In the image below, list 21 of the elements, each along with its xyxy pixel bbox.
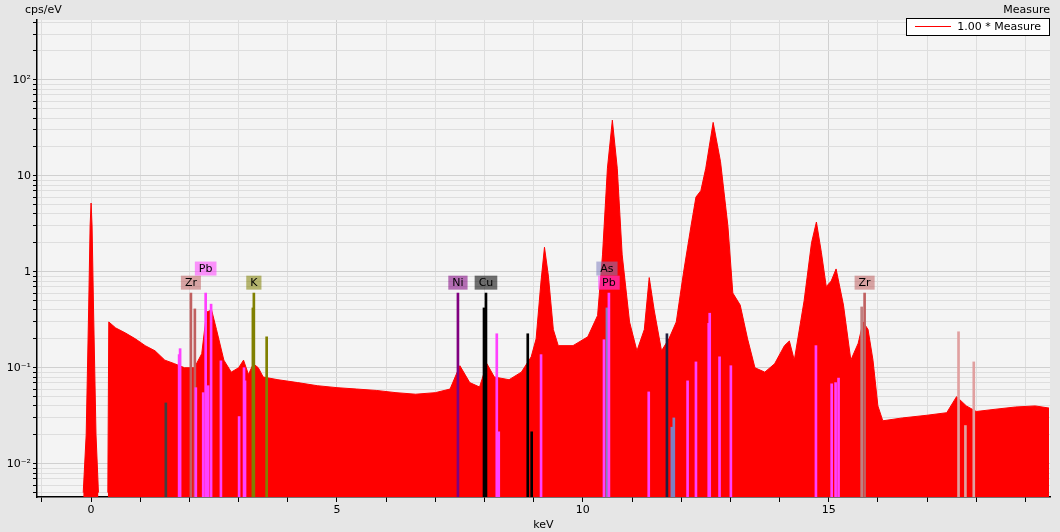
annotation: K [250, 276, 259, 290]
annotation: Zr [858, 276, 872, 290]
annotation: Cu [478, 276, 494, 290]
annotation: Zr [184, 276, 198, 290]
annotation: As [600, 261, 614, 275]
y-axis-title: cps/eV [25, 3, 62, 16]
annotation: Ni [452, 276, 464, 290]
y-tick-label: 10² [12, 72, 31, 86]
x-tick-label: 0 [87, 503, 95, 517]
y-tick-label: 10⁻² [6, 456, 31, 470]
y-tick-label: 10⁻¹ [6, 360, 31, 374]
x-axis-title: keV [533, 518, 555, 532]
x-tick-label: 15 [821, 503, 836, 517]
legend-title: Measure [1003, 3, 1050, 16]
legend-label: 1.00 * Measure [957, 20, 1041, 33]
x-tick-label: 5 [333, 503, 341, 517]
y-tick-label: 1 [24, 264, 31, 278]
annotation: Pb [602, 276, 616, 290]
x-tick-label: 10 [575, 503, 590, 517]
y-tick-label: 10 [17, 168, 31, 182]
annotation: Pb [198, 261, 213, 275]
